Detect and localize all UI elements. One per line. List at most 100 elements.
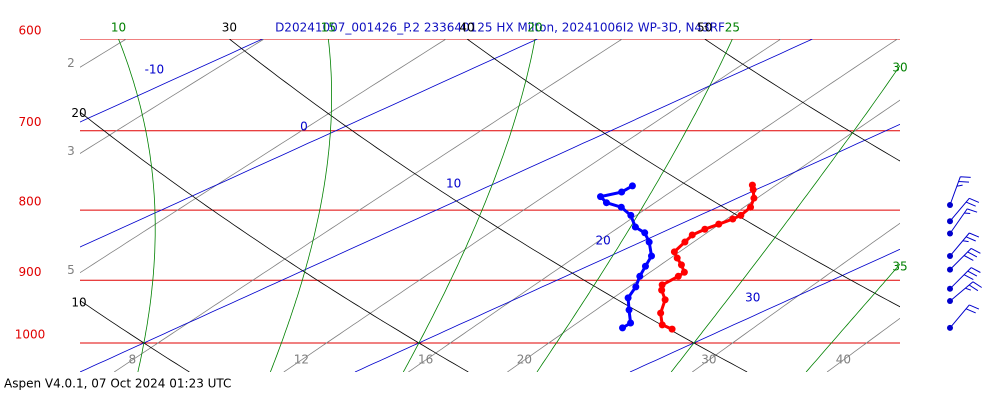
wind-barb: [949, 247, 981, 270]
profile-point: [636, 272, 644, 280]
wind-barb: [949, 267, 981, 290]
isotherm: [80, 39, 263, 123]
dry-adiabat-label: 40: [459, 21, 474, 35]
wind-point: [947, 324, 953, 331]
profile-point: [632, 283, 640, 291]
y-tick-label: 600: [19, 24, 42, 38]
isotherm-label: 20: [596, 234, 611, 248]
y-tick-label: 900: [19, 265, 42, 279]
moist-adiabat: [269, 39, 332, 372]
moist-adiabat-label: 10: [111, 21, 126, 35]
profile-point: [597, 193, 605, 201]
wind-barb: [949, 232, 980, 257]
mixing-ratio-line: [283, 39, 782, 372]
profile-point: [657, 309, 665, 317]
isotherm: [354, 123, 900, 372]
dry-adiabat: [80, 111, 469, 372]
profile-point: [677, 261, 685, 269]
dry-adiabat-label: 10: [71, 295, 86, 309]
dry-adiabat: [229, 39, 748, 372]
isotherm: [80, 39, 813, 372]
mixing-ratio-line: [80, 39, 265, 154]
moist-adiabat: [402, 39, 536, 372]
wind-barb: [949, 197, 980, 222]
isotherm-label: -10: [145, 63, 165, 77]
profile-point: [750, 194, 758, 202]
wind-point: [947, 266, 953, 273]
footer: Aspen V4.0.1, 07 Oct 2024 01:23 UTC: [4, 377, 231, 391]
wind-point: [947, 252, 953, 259]
moist-adiabat: [536, 39, 733, 372]
wind-point: [947, 201, 953, 208]
profile-point: [641, 229, 649, 237]
profile-point: [617, 203, 625, 211]
mixing-ratio-line: [80, 39, 447, 274]
profile-point: [628, 182, 636, 190]
profile-point: [619, 324, 627, 332]
profile-point: [658, 281, 666, 289]
mixing-ratio-line-label: 2: [67, 56, 75, 70]
y-tick-label: 1000: [15, 327, 46, 341]
mixing-ratio-line-label: 5: [67, 263, 75, 277]
profile-point: [624, 294, 632, 302]
profile-point: [631, 223, 639, 231]
profile-point: [748, 181, 756, 189]
profile-point: [627, 319, 635, 327]
mixing-ratio-line: [826, 317, 900, 372]
profile-point: [701, 225, 709, 233]
moist-adiabat-label: 20: [527, 21, 542, 35]
dry-adiabat-label: 30: [222, 21, 237, 35]
profile-point: [668, 325, 676, 333]
profile-point: [661, 296, 669, 304]
isotherm-label: 0: [300, 120, 308, 134]
moist-adiabat: [670, 64, 900, 372]
profile-point: [625, 306, 633, 314]
profile-point: [681, 238, 689, 246]
moist-adiabat-label: 35: [892, 259, 907, 273]
profile-point: [645, 238, 653, 246]
profile-point: [674, 272, 682, 280]
profile-point: [658, 321, 666, 329]
profile-point: [715, 220, 723, 228]
profile-point: [658, 286, 666, 294]
profile-point: [641, 262, 649, 270]
dry-adiabat-label: 50: [697, 21, 712, 35]
profile-point: [670, 248, 678, 256]
moist-adiabat-label: 30: [892, 61, 907, 75]
wind-barb: [949, 304, 980, 329]
dry-adiabat: [704, 39, 900, 162]
mixing-ratio-line-label: 16: [418, 353, 433, 367]
mixing-ratio-line-label: 12: [294, 353, 309, 367]
mixing-ratio-line: [507, 99, 900, 372]
mixing-ratio-line: [113, 39, 623, 372]
moist-adiabat-label: 15: [321, 21, 336, 35]
y-tick-label: 700: [19, 115, 42, 129]
wind-point: [947, 230, 953, 237]
profile-point: [688, 231, 696, 239]
mixing-ratio-line-label: 40: [836, 353, 851, 367]
chart-title: D20241007_001426_P.2 233640125 HX Milton…: [275, 21, 725, 35]
wind-point: [947, 218, 953, 225]
mixing-ratio-line: [692, 222, 900, 372]
wind-barb: [949, 281, 982, 302]
dry-adiabat: [466, 39, 900, 308]
profile-point: [618, 188, 626, 196]
mixing-ratio-line-label: 30: [701, 353, 716, 367]
profile-point: [627, 211, 635, 219]
profile-point: [673, 254, 681, 262]
isotherm: [629, 248, 900, 372]
profile-point: [747, 203, 755, 211]
profile-point: [680, 268, 688, 276]
mixing-ratio-line-label: 3: [67, 144, 75, 158]
moist-adiabat: [118, 39, 156, 372]
dry-adiabat-label: 20: [71, 106, 86, 120]
moist-adiabat-label: 25: [725, 21, 740, 35]
profile-point: [737, 211, 745, 219]
y-tick-label: 800: [19, 195, 42, 209]
plot-area: [80, 39, 900, 372]
wind-barb: [949, 208, 978, 234]
moist-adiabat: [805, 263, 900, 372]
mixing-ratio-line-label: 8: [128, 353, 136, 367]
mixing-ratio-line: [408, 39, 898, 372]
